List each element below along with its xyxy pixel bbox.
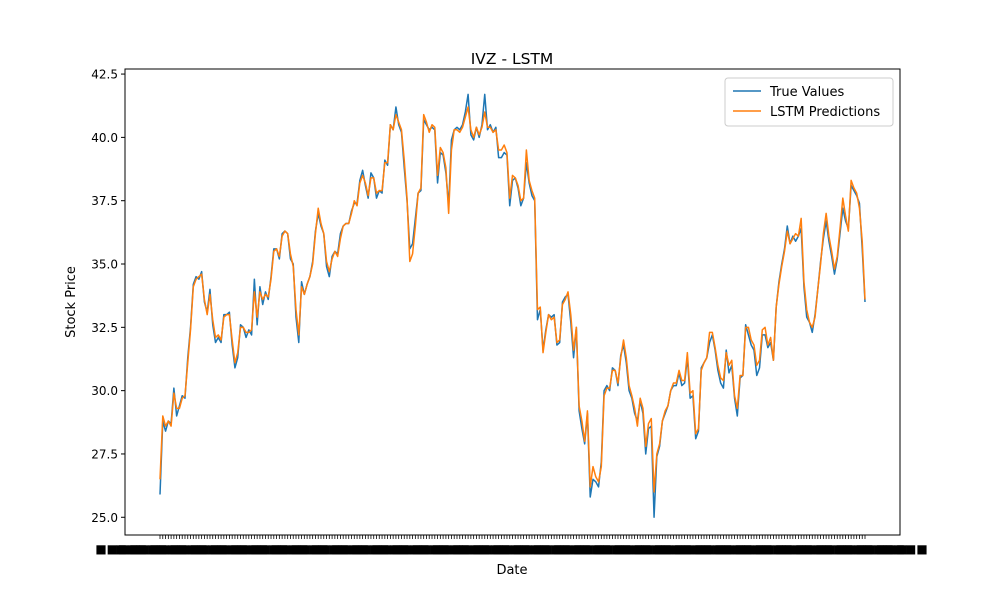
x-tick-label: ■■■■ — [136, 542, 181, 556]
series-lines — [159, 93, 866, 519]
y-tick-label: 32.5 — [91, 321, 118, 335]
x-tick-label: ■■■■ — [842, 542, 887, 556]
x-tick-label: ■■■■ — [822, 542, 867, 556]
x-tick-label: ■■■■ — [721, 542, 766, 556]
y-axis-ticks: 25.0 27.5 30.0 32.5 35.0 37.5 40.0 42.5 — [91, 68, 125, 525]
x-tick-label: ■■■■ — [438, 542, 483, 556]
x-tick-label: ■■■■ — [620, 542, 665, 556]
y-tick-label: 40.0 — [91, 131, 118, 145]
x-tick-label: ■■■■ — [479, 542, 524, 556]
x-tick-label: ■■■■ — [580, 542, 625, 556]
y-tick-label: 37.5 — [91, 194, 118, 208]
plot-area — [124, 68, 901, 536]
x-tick-label: ■■■■ — [459, 542, 504, 556]
legend-label-lstm-predictions: LSTM Predictions — [770, 105, 880, 120]
y-tick-label: 42.5 — [91, 68, 118, 82]
x-tick-label: ■■■■ — [237, 542, 282, 556]
x-tick-label: ■■■■ — [539, 542, 584, 556]
legend: True Values LSTM Predictions — [724, 77, 894, 127]
x-tick-label: ■■■■ — [781, 542, 826, 556]
y-tick-label: 27.5 — [91, 447, 118, 461]
x-axis-label: Date — [496, 563, 527, 578]
chart-title: IVZ - LSTM — [471, 50, 554, 68]
legend-label-true-values: True Values — [769, 85, 844, 100]
y-tick-label: 30.0 — [91, 384, 118, 398]
x-tick-label: ■■■■ — [176, 542, 221, 556]
x-tick-label: ■■■■ — [559, 542, 604, 556]
x-tick-label: ■■■■ — [761, 542, 806, 556]
x-tick-label: ■■■■ — [317, 542, 362, 556]
x-tick-label: ■■■■ — [156, 542, 201, 556]
x-tick-label: ■■■■ — [378, 542, 423, 556]
x-tick-label: ■■■■ — [681, 542, 726, 556]
x-tick-label: ■■■■ — [115, 542, 160, 556]
x-tick-label: ■■■■ — [297, 542, 342, 556]
x-tick-label: ■■■■ — [862, 542, 907, 556]
x-tick-label: ■■■■ — [358, 542, 403, 556]
x-tick-label: ■■■■ — [802, 542, 847, 556]
y-axis-label: Stock Price — [64, 266, 79, 338]
x-tick-label: ■■■■ — [398, 542, 443, 556]
x-tick-label: ■■■■ — [216, 542, 261, 556]
x-tick-label: ■■■■ — [640, 542, 685, 556]
x-tick-labels-overlapped: ■■■■■■■■■■■■■■■■■■■■■■■■■■■■■■■■■■■■■■■■… — [95, 542, 927, 556]
x-tick-label: ■■■■ — [418, 542, 463, 556]
x-tick-label: ■■■■ — [660, 542, 705, 556]
x-tick-label: ■■■■ — [741, 542, 786, 556]
x-axis-ticks: ■■■■■■■■■■■■■■■■■■■■■■■■■■■■■■■■■■■■■■■■… — [95, 535, 928, 556]
x-tick-label: ■■■■ — [95, 542, 140, 556]
x-tick-label: ■■■■ — [196, 542, 241, 556]
x-tick-label: ■■■■ — [882, 542, 927, 556]
y-tick-label: 35.0 — [91, 258, 118, 272]
x-tick-label: ■■■■ — [600, 542, 645, 556]
x-tick-label: ■■■■ — [701, 542, 746, 556]
x-tick-label: ■■■■ — [337, 542, 382, 556]
x-tick-label: ■■■■ — [499, 542, 544, 556]
x-tick-label: ■■■■ — [519, 542, 564, 556]
series-line-lstm-predictions — [159, 106, 866, 493]
x-tick-label: ■■■■ — [257, 542, 302, 556]
y-tick-label: 25.0 — [91, 511, 118, 525]
legend-box — [724, 77, 894, 127]
x-tick-label: ■■■■ — [277, 542, 322, 556]
